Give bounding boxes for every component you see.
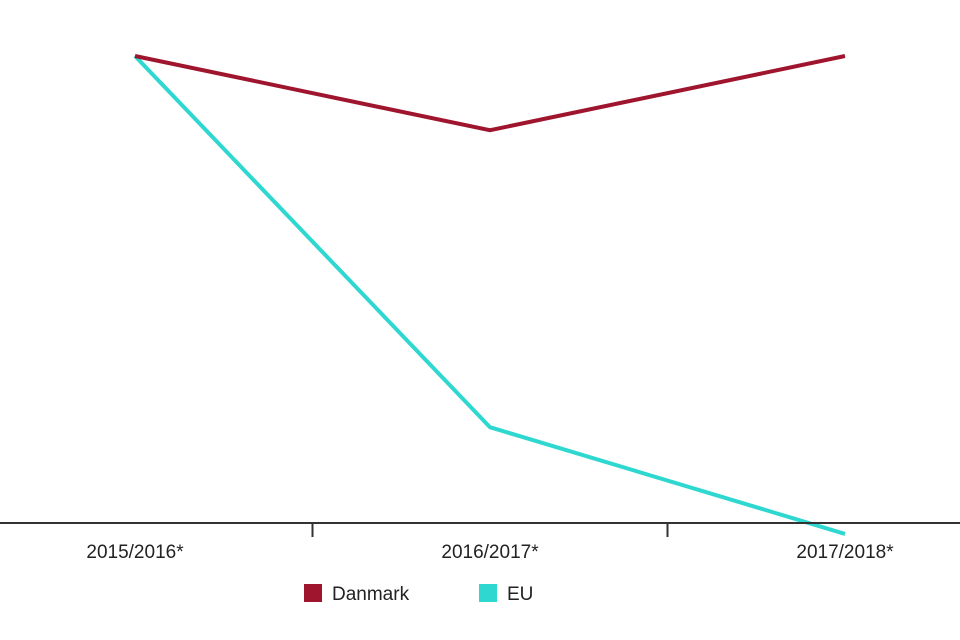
legend-item-eu: EU: [479, 584, 533, 605]
legend-label: EU: [507, 584, 533, 605]
series-line-eu: [133, 54, 846, 536]
series-layer: [133, 54, 846, 536]
x-tick-label: 2017/2018*: [796, 542, 894, 563]
x-axis-tick-labels: 2015/2016* 2016/2017* 2017/2018*: [86, 542, 894, 563]
legend-label: Danmark: [332, 584, 410, 605]
legend-swatch: [479, 584, 497, 602]
x-axis-ticks: [311, 523, 669, 537]
legend-item-danmark: Danmark: [304, 584, 410, 605]
x-tick-label: 2016/2017*: [441, 542, 539, 563]
legend-swatch: [304, 584, 322, 602]
legend: Danmark EU: [304, 584, 533, 605]
series-line-danmark: [134, 54, 846, 133]
x-tick-label: 2015/2016*: [86, 542, 184, 563]
